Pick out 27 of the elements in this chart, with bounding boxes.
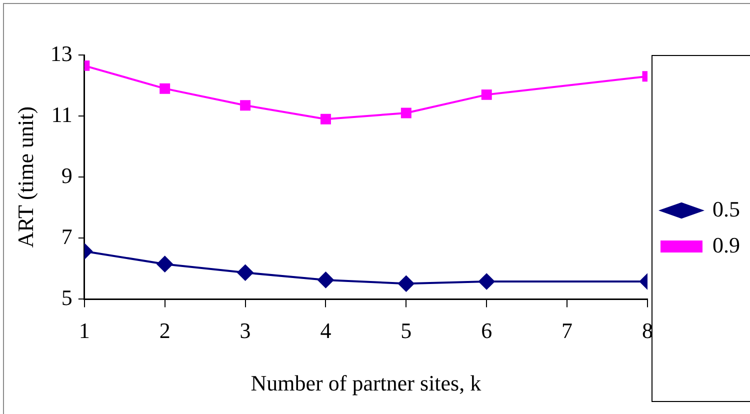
point [320, 114, 331, 124]
legend-label: 0.9 [712, 232, 740, 258]
legend-label: 0.5 [712, 196, 740, 222]
point [481, 89, 492, 100]
y-tick-label: 9 [61, 162, 72, 188]
point [240, 100, 251, 111]
y-tick-label: 7 [61, 224, 72, 249]
x-tick-label: 2 [159, 318, 170, 344]
point [478, 273, 495, 290]
y-tick-label: 11 [51, 102, 72, 127]
x-tick-label: 3 [240, 318, 251, 344]
point [237, 264, 254, 281]
y-axis-title: ART (time unit) [12, 106, 38, 248]
y-tick-label: 13 [50, 40, 72, 66]
x-axis-title: Number of partner sites, k [250, 370, 482, 396]
point [318, 272, 334, 288]
point [400, 108, 412, 118]
x-tick-label: 5 [400, 318, 412, 344]
point [160, 83, 170, 94]
point [398, 276, 414, 292]
x-tick-label: 7 [562, 318, 573, 344]
x-tick-label: 6 [481, 318, 492, 344]
x-tick-label: 4 [320, 318, 332, 344]
y-tick-label: 5 [61, 284, 72, 310]
point [156, 256, 173, 272]
x-tick-label: 1 [78, 318, 90, 344]
x-tick-label: 8 [642, 318, 653, 344]
